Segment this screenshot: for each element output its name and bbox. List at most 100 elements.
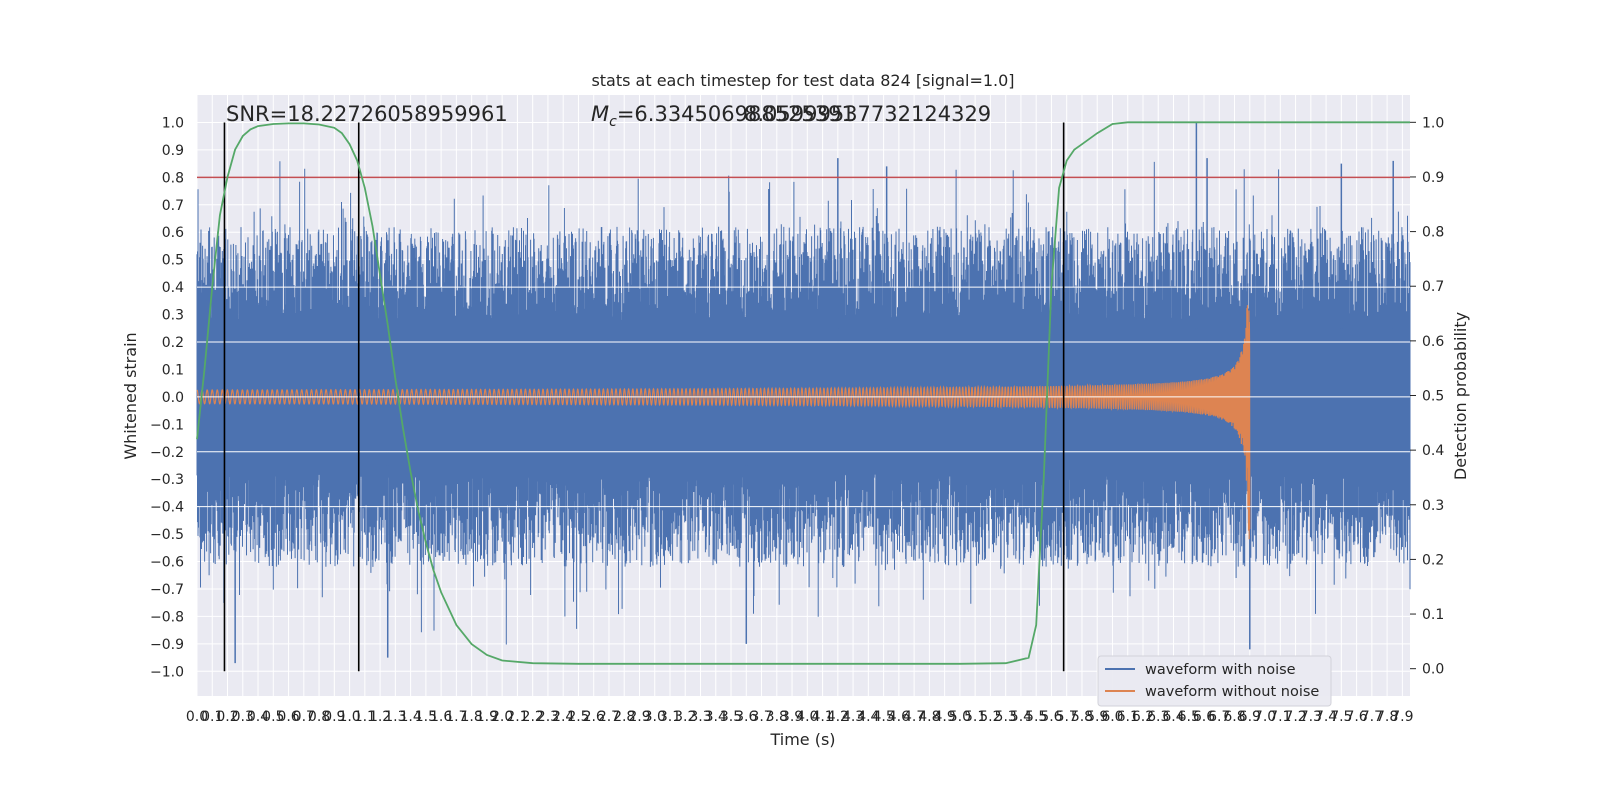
x-tick-label: 7.8 (1376, 709, 1398, 725)
x-tick-label: 0.8 (308, 709, 330, 725)
x-tick-label: 5.4 (1010, 709, 1032, 725)
x-tick-label: 7.2 (1284, 709, 1306, 725)
x-tick-label: 0.2 (216, 709, 238, 725)
y-tick-label: 0.4 (162, 280, 184, 296)
x-tick-label: 3.0 (644, 709, 666, 725)
y-tick-label: 0.0 (162, 390, 184, 406)
x-tick-label: 3.8 (766, 709, 788, 725)
mc-annotation: Mc=6.334506988525391 (591, 102, 855, 130)
y-tick-label: 0.3 (162, 308, 184, 324)
x-tick-label: 4.9 (934, 709, 956, 725)
x-tick-label: 5.1 (964, 709, 986, 725)
y-tick-label: −0.6 (150, 555, 184, 571)
x-tick-label: 6.0 (1101, 709, 1123, 725)
y-tick-label: 1.0 (162, 115, 184, 131)
x-tick-label: 7.7 (1361, 709, 1383, 725)
x-tick-label: 6.2 (1132, 709, 1154, 725)
legend-label-clean: waveform without noise (1145, 684, 1319, 700)
x-tick-label: 2.4 (552, 709, 574, 725)
legend-label-noise: waveform with noise (1145, 662, 1296, 678)
x-tick-label: 6.3 (1147, 709, 1169, 725)
x-tick-label: 4.0 (796, 709, 818, 725)
x-tick-label: 7.0 (1254, 709, 1276, 725)
y-tick-label: −0.7 (150, 582, 184, 598)
x-tick-label: 5.7 (1056, 709, 1078, 725)
x-tick-label: 6.4 (1162, 709, 1184, 725)
x-tick-label: 2.7 (598, 709, 620, 725)
x-tick-label: 0.1 (201, 709, 223, 725)
threshold-layer (197, 176, 1410, 508)
x-tick-label: 4.1 (811, 709, 833, 725)
tick-labels-layer: 0.00.10.20.30.40.50.60.70.80.91.01.11.21… (150, 115, 1444, 725)
x-tick-label: 1.6 (430, 709, 452, 725)
y-tick-label: −0.3 (150, 472, 184, 488)
x-tick-label: 5.6 (1040, 709, 1062, 725)
x-tick-label: 5.3 (995, 709, 1017, 725)
y-tick-label: 0.5 (162, 253, 184, 269)
overlap-annotation: 8.05999537732124329 (744, 102, 991, 126)
y-tick-label: −1.0 (150, 664, 184, 680)
y-tick-label: 0.6 (162, 225, 184, 241)
x-tick-label: 6.6 (1193, 709, 1215, 725)
x-tick-label: 2.5 (567, 709, 589, 725)
x-tick-label: 2.3 (537, 709, 559, 725)
series-waveform-without-noise (196, 305, 1251, 540)
x-tick-label: 3.7 (750, 709, 772, 725)
y2-tick-label: 0.0 (1422, 662, 1444, 678)
x-tick-label: 4.5 (872, 709, 894, 725)
y-tick-label: 0.2 (162, 335, 184, 351)
x-tick-label: 0.3 (232, 709, 254, 725)
y-tick-label: −0.5 (150, 527, 184, 543)
y2-tick-label: 0.1 (1422, 607, 1444, 623)
x-tick-label: 3.5 (720, 709, 742, 725)
x-tick-label: 2.9 (628, 709, 650, 725)
x-tick-label: 3.6 (735, 709, 757, 725)
clean-waveform-line (196, 305, 1251, 540)
x-tick-label: 2.0 (491, 709, 513, 725)
x-tick-label: 1.9 (476, 709, 498, 725)
chart-title: stats at each timestep for test data 824… (591, 71, 1014, 90)
x-tick-label: 7.4 (1315, 709, 1337, 725)
x-tick-label: 0.5 (262, 709, 284, 725)
x-tick-label: 0.6 (277, 709, 299, 725)
x-tick-label: 1.4 (399, 709, 421, 725)
x-tick-label: 7.3 (1300, 709, 1322, 725)
x-tick-label: 2.6 (583, 709, 605, 725)
x-tick-label: 6.7 (1208, 709, 1230, 725)
x-tick-label: 3.1 (659, 709, 681, 725)
x-tick-label: 2.8 (613, 709, 635, 725)
x-tick-label: 5.8 (1071, 709, 1093, 725)
x-tick-label: 1.0 (338, 709, 360, 725)
y-tick-label: −0.4 (150, 500, 184, 516)
y-tick-label: −0.2 (150, 445, 184, 461)
x-tick-label: 6.5 (1178, 709, 1200, 725)
x-tick-label: 1.1 (354, 709, 376, 725)
x-tick-label: 6.1 (1117, 709, 1139, 725)
x-tick-label: 7.5 (1330, 709, 1352, 725)
x-tick-label: 0.9 (323, 709, 345, 725)
x-tick-label: 3.2 (674, 709, 696, 725)
x-tick-label: 7.1 (1269, 709, 1291, 725)
x-tick-label: 4.2 (827, 709, 849, 725)
x-tick-label: 4.6 (888, 709, 910, 725)
x-tick-label: 6.9 (1239, 709, 1261, 725)
y-axis-label: Whitened strain (121, 332, 140, 459)
legend: waveform with noise waveform without noi… (1097, 655, 1332, 707)
x-tick-label: 5.5 (1025, 709, 1047, 725)
x-tick-label: 3.4 (705, 709, 727, 725)
y-tick-label: 0.1 (162, 362, 184, 378)
x-tick-label: 0.7 (293, 709, 315, 725)
x-tick-label: 5.2 (979, 709, 1001, 725)
x-tick-label: 7.6 (1345, 709, 1367, 725)
x-tick-label: 1.2 (369, 709, 391, 725)
y2-tick-label: 0.6 (1422, 334, 1444, 350)
y2-axis-label: Detection probability (1451, 312, 1470, 480)
x-axis-label: Time (s) (769, 730, 835, 749)
x-tick-label: 4.4 (857, 709, 879, 725)
x-tick-label: 1.5 (415, 709, 437, 725)
y2-tick-label: 0.7 (1422, 279, 1444, 295)
x-tick-label: 6.8 (1223, 709, 1245, 725)
vertical-lines-layer (223, 122, 1065, 672)
